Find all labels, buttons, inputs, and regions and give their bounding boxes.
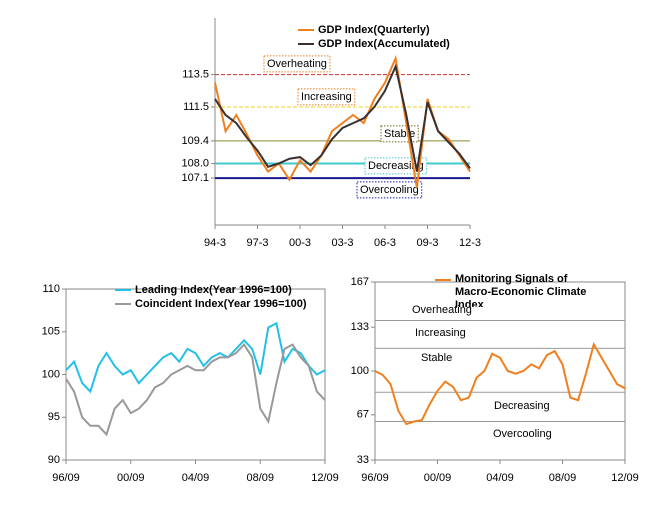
zone-box — [356, 181, 423, 199]
zone-label: Overcooling — [360, 184, 419, 196]
x-tick-label: 12/09 — [611, 472, 639, 484]
x-tick-label: 04/09 — [486, 472, 514, 484]
x-tick-label: 00-3 — [289, 237, 311, 249]
y-tick-label: 95 — [48, 411, 60, 423]
x-tick-label: 96/09 — [361, 472, 389, 484]
x-tick-label: 04/09 — [182, 472, 210, 484]
legend-box: Monitoring Signals of Macro-Economic Cli… — [455, 273, 587, 307]
y-tick-label: 100 — [351, 365, 369, 377]
y-tick-label: 67 — [357, 409, 369, 421]
series-line — [214, 54, 471, 188]
zone-label: Overcooling — [493, 428, 552, 440]
x-tick-label: 00/09 — [424, 472, 452, 484]
x-tick-label: 94-3 — [204, 237, 226, 249]
legend-label: GDP Index(Quarterly) — [318, 24, 430, 36]
zone-box — [364, 157, 428, 175]
zone-box — [263, 55, 331, 73]
zone-label: Stable — [421, 352, 452, 364]
x-tick-label: 12/09 — [311, 472, 339, 484]
y-tick-label: 100 — [42, 368, 60, 380]
zone-label: Increasing — [415, 327, 466, 339]
y-tick-label: 90 — [48, 454, 60, 466]
series-line — [65, 321, 326, 394]
legend-label: Leading Index(Year 1996=100) — [135, 284, 292, 296]
zone-label: Increasing — [301, 91, 352, 103]
x-tick-label: 08/09 — [549, 472, 577, 484]
x-tick-label: 00/09 — [117, 472, 145, 484]
zone-label: Decreasing — [494, 400, 550, 412]
zone-box — [297, 88, 356, 106]
zone-label: Decreasing — [368, 160, 424, 172]
series-line — [65, 342, 326, 437]
y-tick-label: 109.4 — [181, 135, 209, 147]
x-tick-label: 96/09 — [52, 472, 80, 484]
plot-frame — [65, 288, 326, 461]
y-tick-label: 111.5 — [183, 101, 209, 113]
y-tick-label: 107.1 — [181, 172, 209, 184]
x-tick-label: 12-3 — [459, 237, 481, 249]
y-tick-label: 167 — [351, 276, 369, 288]
y-tick-label: 105 — [42, 326, 60, 338]
series-line — [374, 341, 626, 426]
zone-label: Overheating — [267, 58, 327, 70]
x-tick-label: 08/09 — [246, 472, 274, 484]
x-tick-label: 03-3 — [331, 237, 353, 249]
series-line — [214, 63, 471, 172]
y-tick-label: 133 — [351, 321, 369, 333]
x-tick-label: 06-3 — [374, 237, 396, 249]
y-tick-label: 108.0 — [181, 157, 209, 169]
x-tick-label: 09-3 — [416, 237, 438, 249]
y-tick-label: 110 — [42, 283, 60, 295]
y-tick-label: 33 — [357, 454, 369, 466]
y-tick-label: 113.5 — [182, 69, 209, 81]
legend-label: GDP Index(Accumulated) — [318, 38, 450, 50]
legend-label: Coincident Index(Year 1996=100) — [135, 298, 307, 310]
zone-label: Overheating — [412, 304, 472, 316]
x-tick-label: 97-3 — [246, 237, 268, 249]
legend-label: Monitoring Signals of Macro-Economic Cli… — [455, 273, 587, 307]
